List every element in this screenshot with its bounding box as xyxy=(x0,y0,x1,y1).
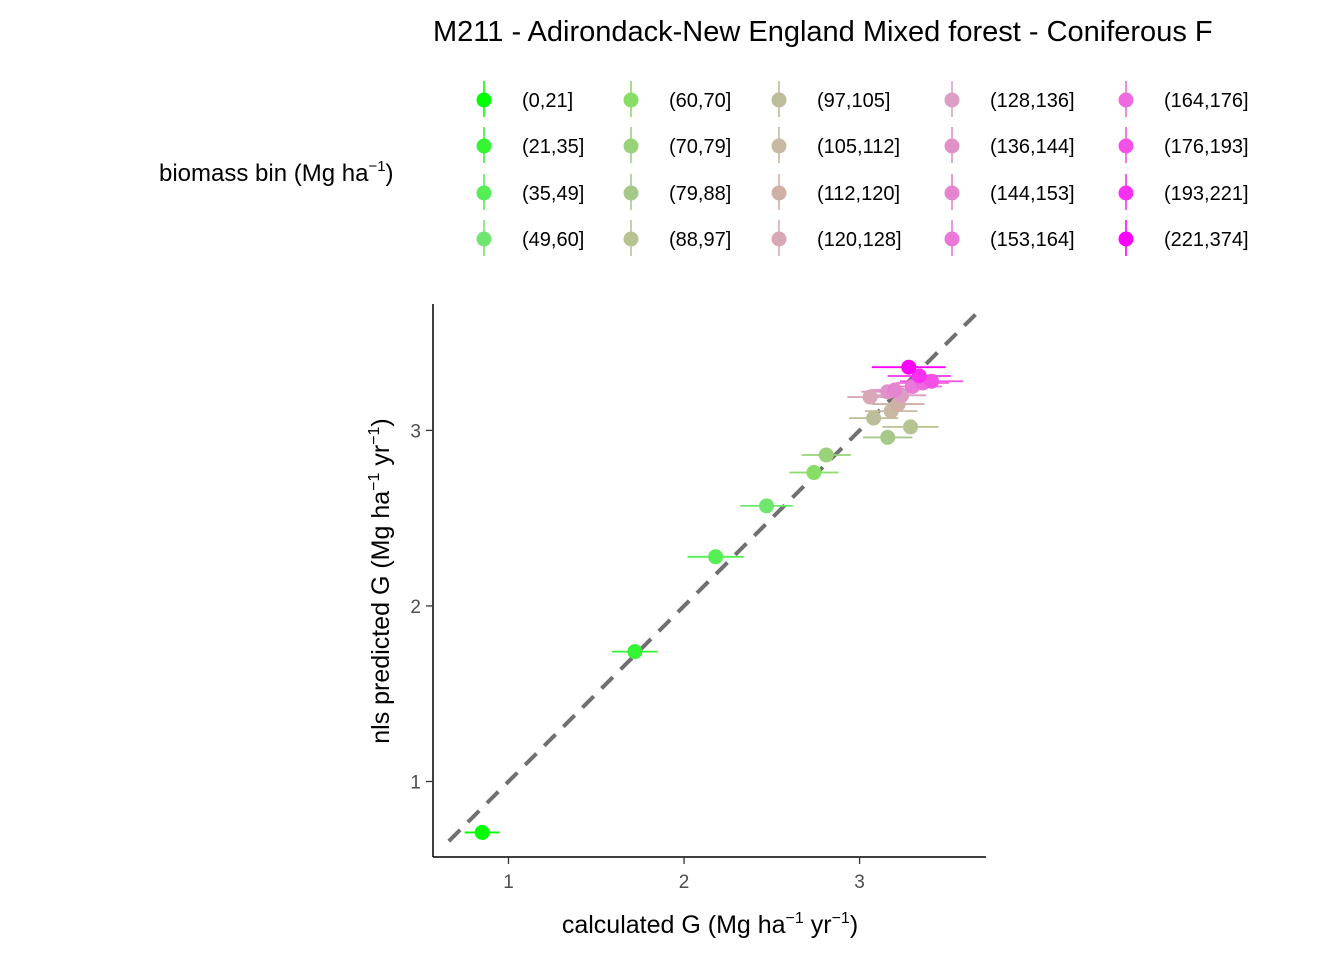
legend-title-sup: −1 xyxy=(368,158,385,175)
legend-label-8: (97,105] xyxy=(817,90,890,112)
x-axis-title-main: calculated G (Mg ha xyxy=(562,911,786,939)
x-axis-title-sup2: −1 xyxy=(832,910,850,927)
data-point-18 xyxy=(911,368,927,384)
plot-area xyxy=(447,313,977,843)
legend-key-point-9 xyxy=(771,138,787,154)
data-point-1 xyxy=(627,644,643,660)
legend-title-main: biomass bin (Mg ha xyxy=(159,160,369,187)
legend-key-point-11 xyxy=(771,231,787,247)
legend-label-12: (128,136] xyxy=(990,90,1075,112)
data-point-7 xyxy=(903,419,919,435)
legend-label-16: (164,176] xyxy=(1164,90,1249,112)
data-point-11 xyxy=(862,389,878,405)
legend-key-point-7 xyxy=(623,231,639,247)
data-point-2 xyxy=(708,549,724,565)
legend-label-6: (79,88] xyxy=(669,183,731,205)
legend-label-10: (112,120] xyxy=(817,183,900,205)
legend-label-18: (193,221] xyxy=(1164,183,1249,205)
legend-key-point-3 xyxy=(476,231,492,247)
y-tick-label-1: 2 xyxy=(410,597,421,618)
legend-label-1: (21,35] xyxy=(522,136,584,158)
legend-label-13: (136,144] xyxy=(990,136,1075,158)
legend-key-point-8 xyxy=(771,92,787,108)
x-axis-title-mid: yr xyxy=(804,911,832,939)
x-tick-label-1: 2 xyxy=(679,872,690,893)
data-point-3 xyxy=(759,498,775,514)
legend-key-point-16 xyxy=(1118,92,1134,108)
data-point-14 xyxy=(887,382,903,398)
legend: (0,21] (21,35] (35,49] (49,60] (60,70] (70,79… xyxy=(476,81,1249,256)
axes: 1 2 3 1 2 3 xyxy=(410,304,986,893)
legend-key-point-17 xyxy=(1118,138,1134,154)
y-tick-label-2: 3 xyxy=(410,421,421,442)
legend-key-point-0 xyxy=(476,92,492,108)
y-axis-title-mid: yr xyxy=(367,445,395,473)
data-point-5 xyxy=(818,447,834,463)
legend-key-point-14 xyxy=(944,185,960,201)
data-point-19 xyxy=(901,359,917,375)
legend-label-9: (105,112] xyxy=(817,136,900,158)
data-point-8 xyxy=(866,410,882,426)
legend-key-point-18 xyxy=(1118,185,1134,201)
x-tick-label-0: 1 xyxy=(503,872,514,893)
legend-label-4: (60,70] xyxy=(669,90,731,112)
x-axis-title: calculated G (Mg ha−1 yr−1) xyxy=(562,910,858,939)
legend-label-3: (49,60] xyxy=(522,229,584,251)
legend-label-7: (88,97] xyxy=(669,229,731,251)
legend-label-11: (120,128] xyxy=(817,229,902,251)
legend-label-15: (153,164] xyxy=(990,229,1075,251)
chart-title: M211 - Adirondack-New England Mixed fore… xyxy=(433,16,1213,48)
legend-label-19: (221,374] xyxy=(1164,229,1249,251)
y-axis-title-sup2: −1 xyxy=(366,426,383,444)
y-axis-title-end: ) xyxy=(367,418,395,426)
legend-key-point-4 xyxy=(623,92,639,108)
x-axis-title-end: ) xyxy=(850,911,858,939)
legend-key-point-6 xyxy=(623,185,639,201)
legend-label-5: (70,79] xyxy=(669,136,731,158)
y-axis-title-main: nls predicted G (Mg ha xyxy=(367,491,395,744)
legend-label-17: (176,193] xyxy=(1164,136,1249,158)
legend-label-2: (35,49] xyxy=(522,183,584,205)
data-point-0 xyxy=(474,824,490,840)
legend-key-point-1 xyxy=(476,138,492,154)
legend-key-point-15 xyxy=(944,231,960,247)
legend-key-point-2 xyxy=(476,185,492,201)
legend-title: biomass bin (Mg ha−1) xyxy=(159,158,394,187)
legend-key-point-12 xyxy=(944,92,960,108)
x-axis-title-sup1: −1 xyxy=(786,910,804,927)
legend-key-point-19 xyxy=(1118,231,1134,247)
data-point-6 xyxy=(880,429,896,445)
legend-label-14: (144,153] xyxy=(990,183,1075,205)
legend-title-end: ) xyxy=(386,160,394,187)
x-tick-label-2: 3 xyxy=(854,872,865,893)
data-point-4 xyxy=(806,465,822,481)
legend-label-0: (0,21] xyxy=(522,90,573,112)
y-axis-title-sup1: −1 xyxy=(366,473,383,491)
legend-key-point-13 xyxy=(944,138,960,154)
data-point-17 xyxy=(924,373,940,389)
y-axis-title: nls predicted G (Mg ha−1 yr−1) xyxy=(366,418,395,744)
legend-key-point-10 xyxy=(771,185,787,201)
y-tick-label-0: 1 xyxy=(410,773,421,794)
legend-key-point-5 xyxy=(623,138,639,154)
